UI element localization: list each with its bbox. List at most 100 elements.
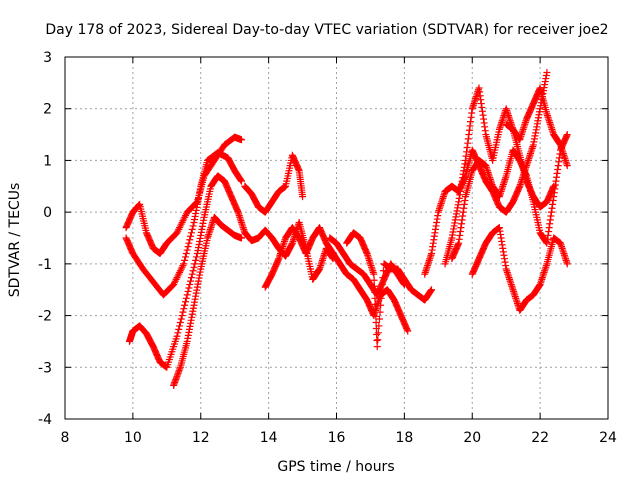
data-point: [179, 262, 187, 270]
data-point: [404, 327, 412, 335]
data-point: [373, 337, 381, 345]
series-track-2: [122, 149, 245, 299]
data-point: [371, 300, 379, 308]
x-tick-labels: 8 10 12 14 16 18 20 22 24: [61, 430, 617, 446]
y-axis-label: SDTVAR / TECUs: [7, 183, 23, 298]
data-point: [173, 274, 181, 282]
data-point: [187, 229, 195, 237]
series-track-14: [502, 84, 571, 170]
axis-ticks: [64, 56, 609, 420]
data-point: [173, 229, 181, 237]
data-point: [379, 274, 387, 282]
data-point: [172, 275, 180, 283]
data-point: [370, 270, 378, 278]
data-point: [187, 274, 195, 282]
data-point: [176, 267, 184, 275]
data-point: [181, 212, 189, 220]
data-point: [374, 336, 382, 344]
x-tick-label: 12: [192, 430, 210, 446]
data-point: [176, 268, 184, 276]
x-tick-label: 22: [531, 430, 549, 446]
data-point: [177, 265, 185, 273]
data-point: [173, 332, 181, 340]
data-point: [378, 287, 386, 295]
data-point: [375, 315, 383, 323]
data-point: [176, 322, 184, 330]
data-point: [428, 286, 436, 294]
data-point: [374, 329, 382, 337]
data-point: [193, 253, 201, 261]
data-point: [170, 281, 178, 289]
data-point: [373, 331, 381, 339]
data-point: [376, 308, 384, 316]
data-point: [180, 260, 188, 268]
data-point: [237, 136, 245, 144]
data-point: [189, 222, 197, 230]
data-point: [178, 218, 186, 226]
data-point: [187, 277, 195, 285]
data-point: [184, 287, 192, 295]
data-points: [122, 69, 571, 389]
data-point: [373, 343, 381, 351]
data-point: [186, 281, 194, 289]
data-point: [174, 227, 182, 235]
x-axis-label: GPS time / hours: [277, 459, 394, 475]
data-point: [371, 294, 379, 302]
data-point: [181, 253, 189, 261]
data-point: [182, 250, 190, 258]
data-point: [563, 162, 571, 170]
y-tick-label: -4: [38, 412, 52, 428]
y-tick-labels: -4 -3 -2 -1 0 1 2 3: [38, 50, 52, 428]
series-track-6: [241, 151, 307, 216]
data-point: [177, 315, 185, 323]
data-point: [370, 282, 378, 290]
x-tick-label: 20: [463, 430, 481, 446]
x-tick-label: 8: [61, 430, 70, 446]
data-point: [377, 301, 385, 309]
data-point: [174, 329, 182, 337]
data-point: [176, 222, 184, 230]
y-tick-label: 2: [43, 102, 52, 118]
data-point: [190, 263, 198, 271]
data-point: [170, 279, 178, 287]
series-track-9: [343, 229, 436, 351]
data-point: [192, 256, 200, 264]
series-track-4: [170, 213, 245, 389]
data-point: [181, 298, 189, 306]
data-point: [178, 312, 186, 320]
data-point: [171, 277, 179, 285]
data-point: [176, 318, 184, 326]
data-point: [181, 213, 189, 221]
data-point: [178, 263, 186, 271]
data-point: [176, 224, 184, 232]
data-point: [237, 177, 245, 185]
data-point: [183, 291, 191, 299]
x-tick-label: 24: [599, 430, 617, 446]
data-point: [181, 256, 189, 264]
data-point: [175, 270, 183, 278]
data-point: [372, 312, 380, 320]
data-point: [237, 234, 245, 242]
x-tick-label: 18: [395, 430, 413, 446]
series-track-3: [125, 172, 249, 371]
data-point: [189, 267, 197, 275]
data-point: [186, 236, 194, 244]
series-track-11: [441, 84, 558, 268]
data-point: [377, 294, 385, 302]
data-point: [191, 260, 199, 268]
data-point: [372, 306, 380, 314]
chart-title: Day 178 of 2023, Sidereal Day-to-day VTE…: [45, 22, 608, 38]
data-point: [180, 215, 188, 223]
data-point: [184, 243, 192, 251]
x-tick-label: 16: [328, 430, 346, 446]
y-tick-label: -3: [38, 360, 52, 376]
data-point: [174, 272, 182, 280]
data-point: [563, 131, 571, 139]
data-point: [371, 288, 379, 296]
data-point: [183, 246, 191, 254]
data-point: [188, 225, 196, 233]
data-point: [182, 294, 190, 302]
data-point: [563, 260, 571, 268]
data-point: [379, 267, 387, 275]
